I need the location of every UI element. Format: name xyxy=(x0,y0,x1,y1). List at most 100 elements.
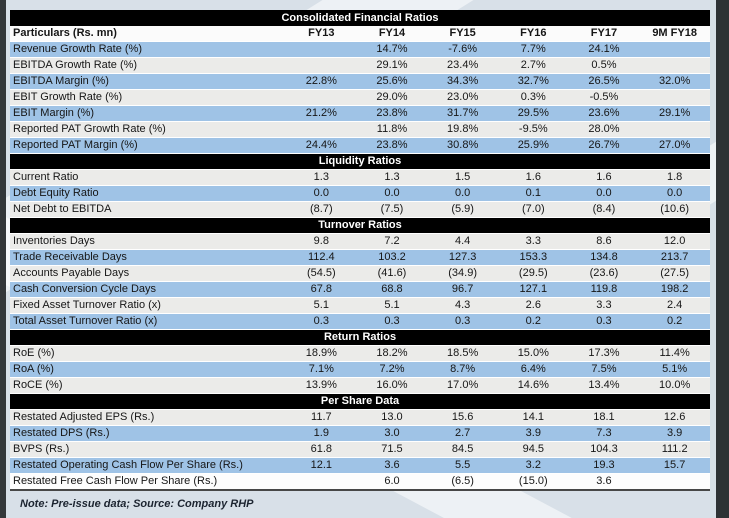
cell-value: 103.2 xyxy=(356,249,428,266)
cell-value xyxy=(639,121,710,138)
column-header: FY14 xyxy=(356,26,428,42)
cell-value: 15.6 xyxy=(427,409,498,426)
row-label: Accounts Payable Days xyxy=(10,265,286,282)
cell-value: 61.8 xyxy=(286,441,357,458)
cell-value: 23.0% xyxy=(427,89,498,106)
cell-value: 3.3 xyxy=(497,233,569,250)
row-label: Restated Free Cash Flow Per Share (Rs.) xyxy=(10,473,286,491)
row-label: BVPS (Rs.) xyxy=(10,441,286,458)
cell-value: 8.6 xyxy=(568,233,640,250)
cell-value: 0.2 xyxy=(497,313,569,330)
cell-value: 23.8% xyxy=(356,105,428,122)
cell-value: 30.8% xyxy=(427,137,498,154)
cell-value: 23.4% xyxy=(427,57,498,74)
cell-value: 19.3 xyxy=(568,457,640,474)
cell-value: (8.7) xyxy=(286,201,357,218)
cell-value: 1.6 xyxy=(497,169,569,186)
cell-value: 2.7% xyxy=(497,57,569,74)
cell-value: 153.3 xyxy=(497,249,569,266)
cell-value: 0.1 xyxy=(497,185,569,202)
table-row: Debt Equity Ratio 0.0 0.0 0.0 0.1 0.0 0.0 xyxy=(10,185,710,202)
cell-value: 2.7 xyxy=(427,425,498,442)
row-label: RoCE (%) xyxy=(10,377,286,394)
cell-value: 26.7% xyxy=(568,137,640,154)
cell-value: 213.7 xyxy=(639,249,710,266)
cell-value xyxy=(286,121,357,138)
cell-value: 25.6% xyxy=(356,73,428,90)
cell-value: 96.7 xyxy=(427,281,498,298)
cell-value: 15.7 xyxy=(639,457,710,474)
cell-value: 7.3 xyxy=(568,425,640,442)
cell-value: (15.0) xyxy=(497,473,569,491)
table-row: Restated Adjusted EPS (Rs.) 11.7 13.0 15.6 1… xyxy=(10,409,710,426)
column-header: FY17 xyxy=(568,26,640,42)
cell-value: 32.0% xyxy=(639,73,710,90)
cell-value: 7.5% xyxy=(568,361,640,378)
cell-value: 0.0 xyxy=(427,185,498,202)
cell-value: 29.5% xyxy=(497,105,569,122)
table-row: RoE (%) 18.9% 18.2% 18.5% 15.0% 17.3% 11.4% xyxy=(10,345,710,362)
cell-value: 14.6% xyxy=(497,377,569,394)
cell-value: (23.6) xyxy=(568,265,640,282)
cell-value: 3.2 xyxy=(497,457,569,474)
section-header-bar: Per Share Data xyxy=(10,393,710,410)
cell-value: 5.5 xyxy=(427,457,498,474)
cell-value: 111.2 xyxy=(639,441,710,458)
cell-value: 23.6% xyxy=(568,105,640,122)
cell-value: 8.7% xyxy=(427,361,498,378)
row-label: Reported PAT Margin (%) xyxy=(10,137,286,154)
row-label: RoE (%) xyxy=(10,345,286,362)
cell-value: 18.1 xyxy=(568,409,640,426)
cell-value: 13.9% xyxy=(286,377,357,394)
cell-value: 4.4 xyxy=(427,233,498,250)
column-header: FY16 xyxy=(497,26,569,42)
cell-value: 3.3 xyxy=(568,297,640,314)
row-label: EBIT Margin (%) xyxy=(10,105,286,122)
row-label: Restated DPS (Rs.) xyxy=(10,425,286,442)
table-row: Reported PAT Margin (%) 24.4% 23.8% 30.8% 25… xyxy=(10,137,710,154)
cell-value: 11.7 xyxy=(286,409,357,426)
cell-value: 4.3 xyxy=(427,297,498,314)
cell-value: 3.9 xyxy=(497,425,569,442)
cell-value: 11.8% xyxy=(356,121,428,138)
cell-value: 14.7% xyxy=(356,41,428,58)
row-label: Cash Conversion Cycle Days xyxy=(10,281,286,298)
cell-value: 12.0 xyxy=(639,233,710,250)
column-header: FY13 xyxy=(286,26,357,42)
cell-value: 94.5 xyxy=(497,441,569,458)
section-header-bar: Turnover Ratios xyxy=(10,217,710,234)
table-row: Total Asset Turnover Ratio (x) 0.3 0.3 0.3 0… xyxy=(10,313,710,330)
cell-value: 0.0 xyxy=(568,185,640,202)
row-label: Net Debt to EBITDA xyxy=(10,201,286,218)
cell-value: 7.1% xyxy=(286,361,357,378)
cell-value: -7.6% xyxy=(427,41,498,58)
row-label: Current Ratio xyxy=(10,169,286,186)
cell-value: (34.9) xyxy=(427,265,498,282)
cell-value: 119.8 xyxy=(568,281,640,298)
cell-value: 1.5 xyxy=(427,169,498,186)
page-border-left xyxy=(0,0,6,518)
table-row: Reported PAT Growth Rate (%) 11.8% 19.8% -9… xyxy=(10,121,710,138)
cell-value: (54.5) xyxy=(286,265,357,282)
cell-value: (41.6) xyxy=(356,265,428,282)
row-label: Restated Adjusted EPS (Rs.) xyxy=(10,409,286,426)
table-row: EBIT Growth Rate (%) 29.0% 23.0% 0.3% -0.5% xyxy=(10,89,710,106)
cell-value: 28.0% xyxy=(568,121,640,138)
cell-value: 67.8 xyxy=(286,281,357,298)
cell-value: 7.2 xyxy=(356,233,428,250)
table-row: Current Ratio 1.3 1.3 1.5 1.6 1.6 1.8 xyxy=(10,169,710,186)
cell-value: 134.8 xyxy=(568,249,640,266)
row-label: Fixed Asset Turnover Ratio (x) xyxy=(10,297,286,314)
table-row: BVPS (Rs.) 61.8 71.5 84.5 94.5 104.3 111.2 xyxy=(10,441,710,458)
table-row: Accounts Payable Days (54.5) (41.6) (34.9) (… xyxy=(10,265,710,282)
cell-value: 1.3 xyxy=(286,169,357,186)
cell-value: 1.3 xyxy=(356,169,428,186)
cell-value: 17.3% xyxy=(568,345,640,362)
cell-value: 13.0 xyxy=(356,409,428,426)
ratios-table-body: Particulars (Rs. mn) FY13 FY14 FY15 FY16 FY17… xyxy=(10,26,710,491)
section-header-bar: Return Ratios xyxy=(10,329,710,346)
cell-value: 0.2 xyxy=(639,313,710,330)
cell-value: 14.1 xyxy=(497,409,569,426)
table-row: Cash Conversion Cycle Days 67.8 68.8 96.7 12… xyxy=(10,281,710,298)
cell-value: 18.9% xyxy=(286,345,357,362)
